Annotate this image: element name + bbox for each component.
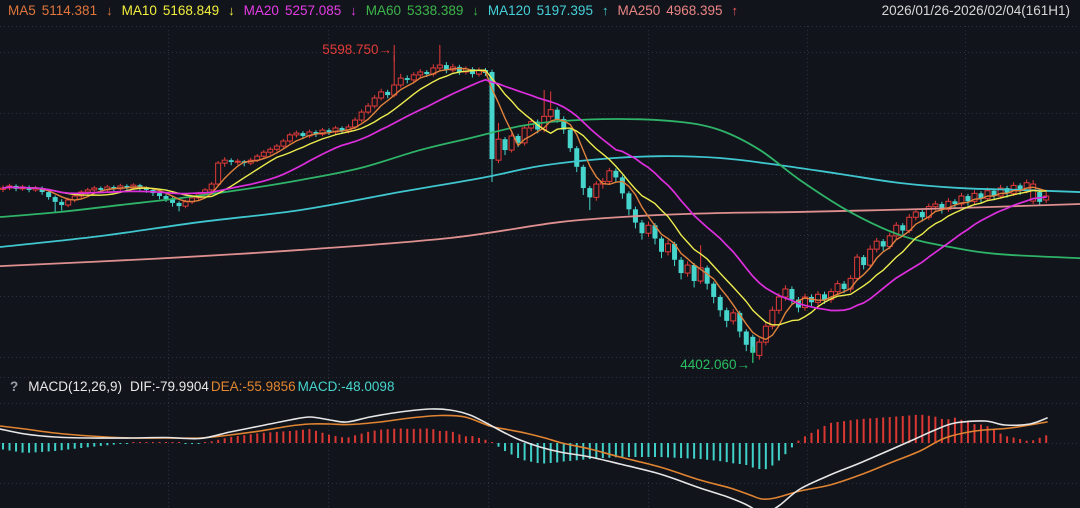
macd-title: MACD(12,26,9) [28, 379, 123, 394]
ma250-legend: MA250 4968.395 [617, 3, 723, 18]
ma120-trend-up-icon: ↑ [601, 3, 609, 18]
ma250-trend-up-icon: ↑ [731, 3, 739, 18]
lowest-price-annotation: 4402.060→ [680, 357, 750, 372]
macd-dif-value: DIF:-79.9904 [130, 379, 209, 394]
ma-legend: MA5 5114.381 ↓ MA10 5168.849 ↓ MA20 5257… [8, 3, 738, 18]
ma20-legend: MA20 5257.085 [243, 3, 342, 18]
ma10-trend-down-icon: ↓ [228, 3, 235, 18]
ma5-trend-down-icon: ↓ [106, 3, 113, 18]
ma10-legend: MA10 5168.849 [121, 3, 220, 18]
help-icon[interactable]: ? [10, 379, 19, 394]
macd-macd-value: MACD:-48.0098 [297, 379, 395, 394]
ma120-legend: MA120 5197.395 [487, 3, 593, 18]
ma20-trend-down-icon: ↓ [350, 3, 357, 18]
highest-price-annotation: 5598.750→ [322, 42, 392, 57]
macd-dea-value: DEA:-55.9856 [210, 379, 296, 394]
macd-header: ? MACD(12,26,9) DIF:-79.9904 DEA:-55.985… [8, 379, 394, 394]
ma5-legend: MA5 5114.381 [8, 3, 98, 18]
date-range-label: 2026/01/26-2026/02/04(161H1) [881, 3, 1070, 18]
ma60-legend: MA60 5338.389 [365, 3, 464, 18]
ma60-trend-down-icon: ↓ [472, 3, 479, 18]
